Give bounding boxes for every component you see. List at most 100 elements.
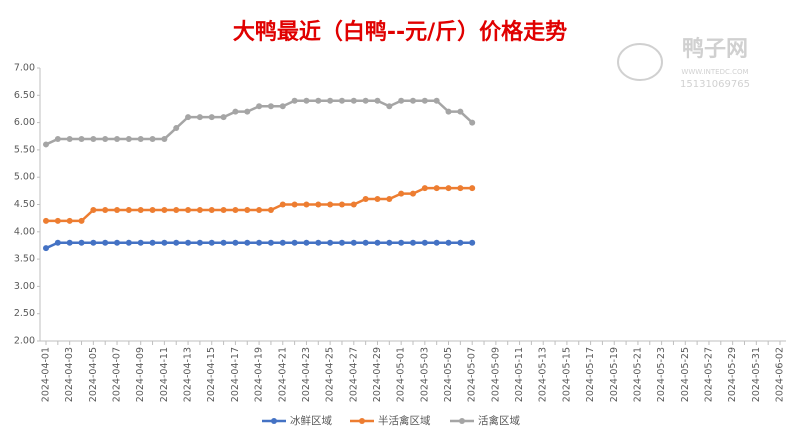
point	[256, 103, 263, 110]
point	[386, 196, 393, 203]
point	[54, 239, 61, 246]
point	[196, 239, 203, 246]
point	[291, 97, 298, 104]
point	[362, 239, 369, 246]
x-tick-label: 2024-04-11	[159, 347, 170, 402]
point	[445, 185, 452, 192]
point	[125, 135, 132, 142]
point	[208, 206, 215, 213]
point	[457, 239, 464, 246]
point	[220, 239, 227, 246]
y-tick-label: 6.00	[14, 117, 35, 128]
y-tick-label: 6.50	[14, 90, 35, 101]
point	[457, 108, 464, 115]
x-tick-label: 2024-04-25	[325, 347, 336, 402]
point	[244, 239, 251, 246]
watermark-phone: 15131069765	[680, 79, 750, 90]
y-tick-label: 5.00	[14, 172, 35, 183]
legend-label: 冰鲜区域	[290, 414, 332, 427]
point	[303, 201, 310, 208]
point	[137, 206, 144, 213]
line	[46, 186, 473, 223]
x-tick-label: 2024-04-03	[64, 347, 75, 402]
point	[386, 103, 393, 110]
point	[78, 239, 85, 246]
point	[303, 97, 310, 104]
point	[433, 239, 440, 246]
point	[267, 103, 274, 110]
point	[90, 239, 97, 246]
point	[149, 206, 156, 213]
point	[125, 239, 132, 246]
point	[185, 114, 192, 121]
x-tick-label: 2024-05-21	[632, 347, 643, 402]
point	[220, 114, 227, 121]
point	[54, 217, 61, 224]
point	[457, 185, 464, 192]
point	[421, 97, 428, 104]
point	[173, 125, 180, 132]
point	[445, 108, 452, 115]
point	[279, 201, 286, 208]
point	[244, 206, 251, 213]
y-tick-label: 4.00	[14, 226, 35, 237]
watermark: 鸭子网 WWW.INTEDC.COM 15131069765	[617, 36, 750, 90]
point	[149, 239, 156, 246]
series	[43, 239, 476, 252]
point	[196, 206, 203, 213]
x-tick-label: 2024-05-31	[751, 347, 762, 402]
x-tick-label: 2024-04-15	[206, 347, 217, 402]
point	[114, 239, 121, 246]
legend-marker	[459, 418, 465, 424]
point	[196, 114, 203, 121]
x-tick-label: 2024-04-21	[277, 347, 288, 402]
y-tick-label: 3.50	[14, 254, 35, 265]
point	[469, 185, 476, 192]
x-tick-label: 2024-04-09	[135, 347, 146, 402]
point	[303, 239, 310, 246]
point	[161, 239, 168, 246]
x-tick-label: 2024-05-09	[490, 347, 501, 402]
point	[114, 135, 121, 142]
x-tick-label: 2024-05-13	[538, 347, 549, 402]
point	[78, 217, 85, 224]
x-tick-label: 2024-04-13	[183, 347, 194, 402]
point	[244, 108, 251, 115]
point	[410, 97, 416, 104]
point	[315, 97, 322, 104]
point	[338, 239, 345, 246]
point	[102, 206, 109, 213]
y-tick-label: 5.50	[14, 144, 35, 155]
point	[398, 239, 405, 246]
point	[421, 239, 428, 246]
point	[43, 245, 49, 252]
legend-label: 活禽区域	[478, 414, 520, 427]
point	[338, 201, 345, 208]
x-tick-label: 2024-05-03	[419, 347, 430, 402]
point	[279, 239, 286, 246]
point	[398, 190, 405, 197]
point	[43, 141, 49, 148]
point	[327, 201, 334, 208]
point	[149, 135, 156, 142]
point	[220, 206, 227, 213]
point	[208, 114, 215, 121]
point	[256, 206, 263, 213]
point	[327, 97, 334, 104]
x-tick-label: 2024-05-11	[514, 347, 525, 402]
point	[398, 97, 405, 104]
point	[66, 239, 73, 246]
point	[125, 206, 132, 213]
point	[114, 206, 121, 213]
point	[232, 108, 239, 115]
point	[137, 239, 144, 246]
point	[267, 206, 274, 213]
point	[315, 201, 322, 208]
point	[421, 185, 428, 192]
x-tick-label: 2024-05-23	[656, 347, 667, 402]
x-tick-label: 2024-05-15	[561, 347, 572, 402]
point	[102, 239, 109, 246]
point	[291, 239, 298, 246]
point	[374, 239, 381, 246]
